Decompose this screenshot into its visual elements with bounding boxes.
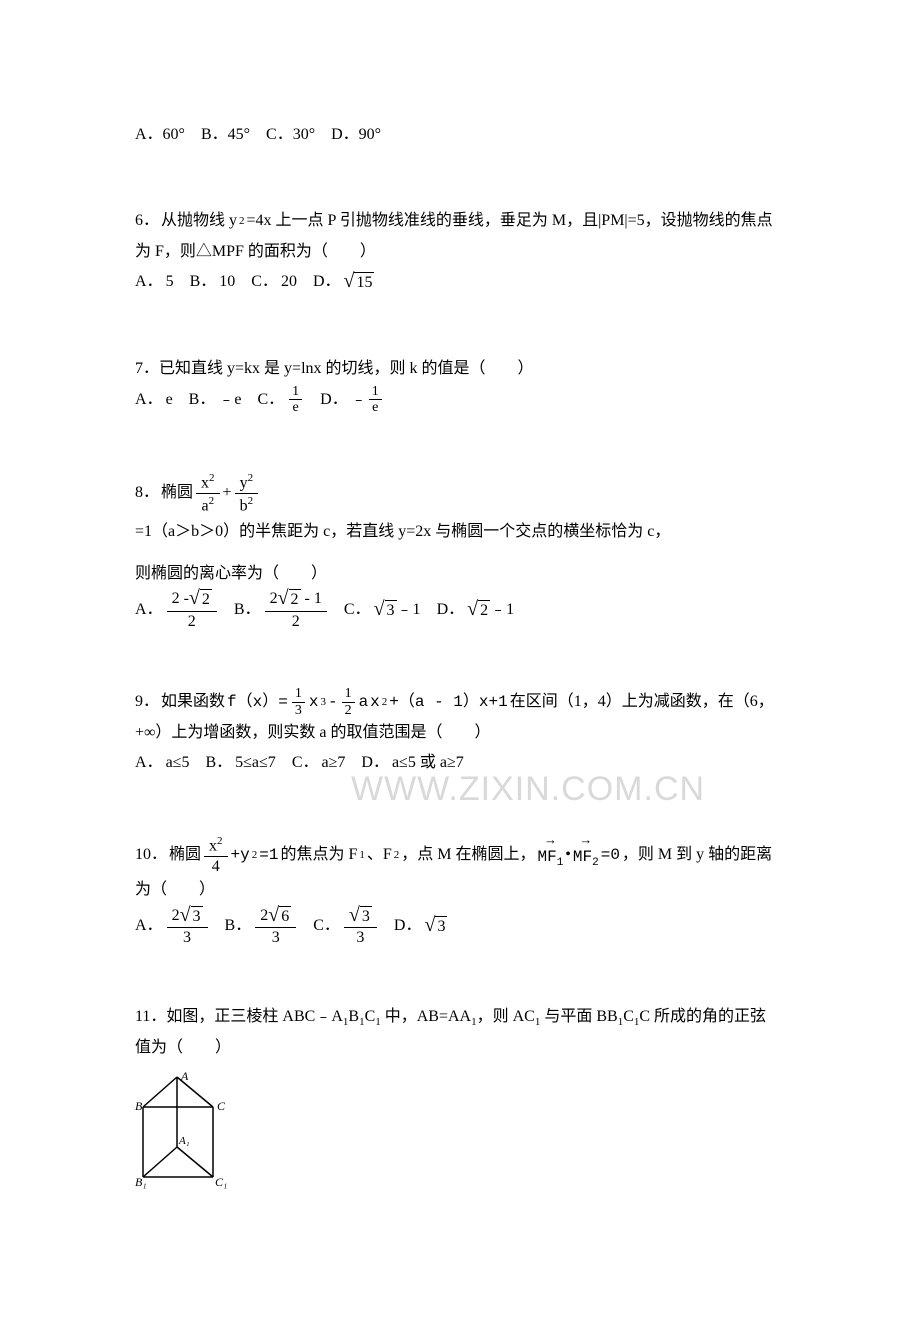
frac: 2 -√2 2 — [167, 589, 217, 630]
question-7: 7．已知直线 y=kx 是 y=lnx 的切线，则 k 的值是（ ） A．e B… — [135, 354, 785, 416]
question-8: 8． 椭圆 x2 a2 + y2 b2 =1（a＞b＞0）的半焦距为 c，若直线… — [135, 472, 785, 630]
q9-optC: C．a≥7 — [292, 748, 346, 778]
q9-optA: A．a≤5 — [135, 748, 189, 778]
q9-optD: D．a≤5 或 a≥7 — [361, 748, 463, 778]
q8-t3: 则椭圆的离心率为（ ） — [135, 559, 785, 589]
label-C: C — [217, 1099, 226, 1113]
q8-optB: B． 2√2 - 1 2 — [234, 589, 328, 630]
q6-t2: =4x 上一点 P 引抛物线准线的垂线，垂足为 M，且|PM|=5，设抛物线的焦… — [247, 206, 773, 236]
q8-optA: A． 2 -√2 2 — [135, 589, 218, 630]
label-B: B — [135, 1099, 143, 1113]
q9-optB: B．5≤a≤7 — [205, 748, 275, 778]
q8-num: 8． — [135, 478, 159, 508]
q6-optC: C．20 — [251, 267, 297, 297]
q10-optA: A． 2√3 3 — [135, 906, 209, 947]
frac: x2 a2 — [196, 472, 220, 515]
vector-icon: MF2 — [573, 836, 599, 874]
frac: √3 3 — [344, 906, 377, 947]
frac: 2√6 3 — [255, 906, 296, 947]
label-B1: B₁ — [135, 1175, 147, 1189]
q9-t1: 如果函数 — [161, 687, 225, 717]
q10-num: 10． — [135, 840, 167, 870]
vector-icon: MF1 — [537, 836, 563, 874]
frac: 2√3 3 — [167, 906, 208, 947]
q8-optD: D． √2﹣1 — [437, 595, 515, 625]
q6-optA: A．5 — [135, 267, 174, 297]
q8-optC: C． √3﹣1 — [344, 595, 421, 625]
q10-optB: B． 2√6 3 — [225, 906, 298, 947]
q6-optD: D． √15 — [313, 267, 375, 297]
q10-t1: 椭圆 — [169, 840, 201, 870]
q11-num: 11． — [135, 1008, 166, 1025]
q11-t9: 值为（ ） — [135, 1033, 785, 1063]
q10-optD: D． √3 — [394, 911, 448, 941]
q7-optB: B．﹣e — [189, 385, 242, 415]
question-5-options: A．60° B．45° C．30° D．90° — [135, 120, 785, 150]
q8-t2: =1（a＞b＞0）的半焦距为 c，若直线 y=2x 与椭圆一个交点的横坐标恰为 … — [135, 517, 670, 547]
q5-opts: A．60° B．45° C．30° D．90° — [135, 120, 785, 150]
frac: y2 b2 — [235, 472, 259, 515]
q9-num: 9． — [135, 687, 159, 717]
frac: x2 4 — [204, 835, 228, 876]
q6-t3: 为 F，则△MPF 的面积为（ ） — [135, 237, 785, 267]
frac: 1e — [369, 384, 382, 416]
q7-optC: C． 1e — [257, 384, 304, 416]
q10-t8: 为（ ） — [135, 875, 785, 905]
label-A1: A₁ — [178, 1135, 190, 1147]
question-11: 11．如图，正三棱柱 ABC﹣A1B1C1 中，AB=AA1，则 AC1 与平面… — [135, 1002, 785, 1203]
q9-t3: +∞）上为增函数，则实数 a 的取值范围是（ ） — [135, 718, 785, 748]
q7-optA: A．e — [135, 385, 173, 415]
q7-num: 7． — [135, 360, 159, 377]
frac: 2√2 - 1 2 — [265, 589, 327, 630]
q9-t2: 在区间（1，4）上为减函数，在（6， — [510, 687, 774, 717]
q6-sup: 2 — [239, 211, 245, 232]
q7-text: 已知直线 y=kx 是 y=lnx 的切线，则 k 的值是（ ） — [159, 360, 534, 377]
prism-diagram: A B C A₁ B₁ C₁ — [135, 1072, 785, 1203]
q10-optC: C． √3 3 — [313, 906, 378, 947]
question-9: 9． 如果函数 f（x）= 13 x3 - 12 ax2 +（a - 1）x+1… — [135, 686, 785, 779]
q6-num: 6． — [135, 206, 159, 236]
frac: 13 — [292, 686, 305, 718]
q6-optB: B．10 — [190, 267, 236, 297]
question-10: 10． 椭圆 x2 4 +y2 =1 的焦点为 F1 、F2 ，点 M 在椭圆上… — [135, 835, 785, 947]
q6-t1: 从抛物线 y — [161, 206, 237, 236]
label-C1: C₁ — [215, 1175, 227, 1189]
q8-t1: 椭圆 — [161, 478, 193, 508]
frac: 12 — [342, 686, 355, 718]
label-A: A — [180, 1072, 189, 1083]
sqrt-icon: √15 — [344, 272, 375, 292]
question-6: 6． 从抛物线 y2 =4x 上一点 P 引抛物线准线的垂线，垂足为 M，且|P… — [135, 206, 785, 297]
frac: 1e — [289, 384, 302, 416]
q7-optD: D． ﹣ 1e — [320, 384, 384, 416]
